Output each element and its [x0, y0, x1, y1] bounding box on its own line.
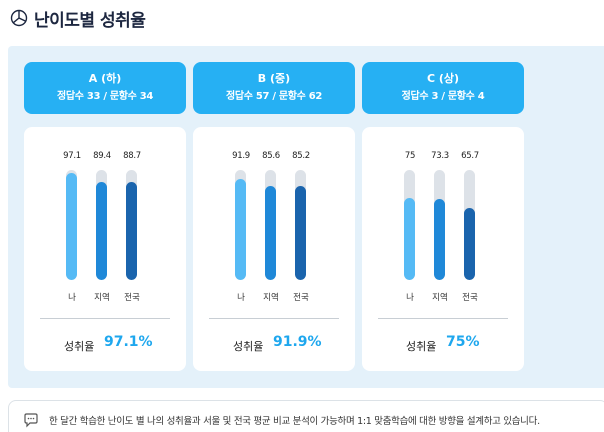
section-header: 난이도별 성취율	[10, 6, 146, 31]
info-footer: 한 달간 학습한 난이도 별 나의 성취율과 서울 및 전국 평균 비교 분석이…	[8, 400, 604, 432]
bar-me	[404, 197, 415, 280]
bar-nation	[126, 182, 137, 280]
label-me: 나	[237, 293, 245, 303]
label-region: 지역	[263, 293, 279, 303]
bar-track	[404, 170, 415, 280]
label-nation: 전국	[462, 293, 478, 303]
bar-track	[464, 170, 475, 280]
rate-value: 75%	[446, 334, 480, 350]
level-title: A (하)	[88, 72, 122, 85]
bar-nation	[295, 186, 306, 280]
label-nation: 전국	[124, 293, 140, 303]
rate-label: 성취율	[406, 340, 437, 353]
level-summary: 정답수 57 / 문항수 62	[225, 91, 323, 102]
level-header-c: C (상) 정답수 3 / 문항수 4	[362, 62, 524, 114]
bar-track	[295, 170, 306, 280]
bar-track	[265, 170, 276, 280]
level-card-b: 91.9 85.6 85.2 나 지역 전국 성취율 91.9%	[193, 127, 355, 371]
bar-track	[96, 170, 107, 280]
bar-track	[235, 170, 246, 280]
label-region: 지역	[94, 293, 110, 303]
bar-track	[66, 170, 77, 280]
level-summary: 정답수 33 / 문항수 34	[56, 91, 154, 102]
level-title: C (상)	[426, 72, 460, 85]
bar-track	[434, 170, 445, 280]
rate-label: 성취율	[233, 340, 264, 353]
value-nation: 88.7	[123, 151, 141, 161]
level-summary: 정답수 3 / 문항수 4	[401, 91, 485, 102]
level-title: B (중)	[257, 72, 291, 85]
value-region: 73.3	[431, 151, 449, 161]
value-me: 75	[404, 151, 416, 161]
bar-track	[126, 170, 137, 280]
level-header-a: A (하) 정답수 33 / 문항수 34	[24, 62, 186, 114]
bar-region	[265, 185, 276, 280]
value-region: 89.4	[93, 151, 111, 161]
divider	[40, 318, 170, 319]
label-me: 나	[406, 293, 414, 303]
page-title: 난이도별 성취율	[34, 10, 146, 31]
level-card-a: 97.1 89.4 88.7 나 지역 전국 성취율 97.1%	[24, 127, 186, 371]
rate-value: 91.9%	[273, 334, 322, 350]
value-region: 85.6	[262, 151, 280, 161]
bar-nation	[464, 207, 475, 280]
footer-text: 한 달간 학습한 난이도 별 나의 성취율과 서울 및 전국 평균 비교 분석이…	[49, 416, 540, 427]
rate-value: 97.1%	[104, 334, 153, 350]
value-me: 97.1	[63, 151, 81, 161]
chat-bubble-icon	[24, 413, 38, 428]
value-me: 91.9	[232, 151, 250, 161]
bar-region	[96, 181, 107, 280]
level-card-c: 75 73.3 65.7 나 지역 전국 성취율 75%	[362, 127, 524, 371]
label-nation: 전국	[293, 293, 309, 303]
divider	[378, 318, 508, 319]
bar-me	[66, 173, 77, 280]
bar-region	[434, 199, 445, 280]
value-nation: 85.2	[292, 151, 310, 161]
bar-me	[235, 178, 246, 280]
rate-label: 성취율	[64, 340, 95, 353]
value-nation: 65.7	[461, 151, 479, 161]
chart-globe-icon	[10, 9, 28, 27]
label-region: 지역	[432, 293, 448, 303]
divider	[209, 318, 339, 319]
label-me: 나	[68, 293, 76, 303]
level-header-b: B (중) 정답수 57 / 문항수 62	[193, 62, 355, 114]
